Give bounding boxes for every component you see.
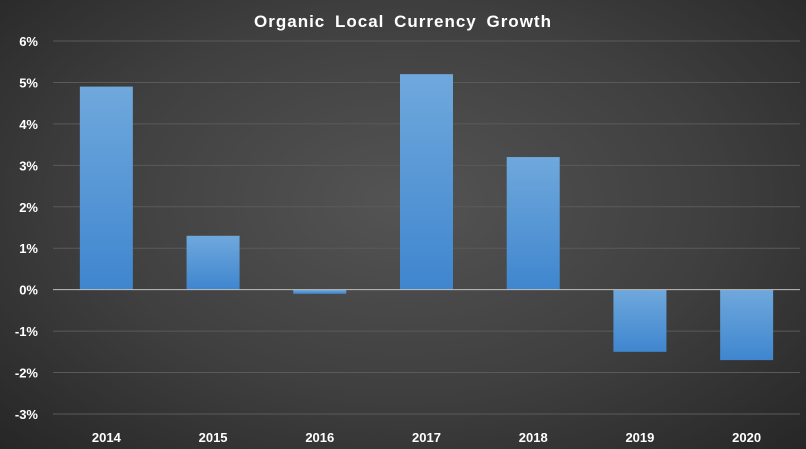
- x-tick-label: 2018: [519, 430, 548, 445]
- y-tick-label: 0%: [19, 283, 38, 298]
- y-tick-label: -3%: [15, 407, 39, 422]
- bars: [79, 74, 774, 361]
- y-tick-label: -2%: [15, 366, 39, 381]
- bar-2020: [720, 289, 774, 361]
- bar-2018: [506, 157, 560, 290]
- y-tick-label: 6%: [19, 34, 38, 49]
- x-axis-ticks: 2014 2015 2016 2017 2018 2019 2020: [92, 430, 761, 445]
- bar-2014: [79, 86, 133, 290]
- x-tick-label: 2014: [92, 430, 122, 445]
- y-tick-label: 5%: [19, 75, 38, 90]
- chart-title: Organic Local Currency Growth: [254, 12, 552, 31]
- x-tick-label: 2017: [412, 430, 441, 445]
- x-tick-label: 2020: [732, 430, 761, 445]
- y-tick-label: 4%: [19, 117, 38, 132]
- x-tick-label: 2019: [625, 430, 654, 445]
- x-tick-label: 2015: [199, 430, 228, 445]
- bar-2016: [293, 289, 347, 294]
- y-axis-ticks: 6% 5% 4% 3% 2% 1% 0% -1% -2% -3%: [15, 34, 39, 422]
- bar-2017: [400, 74, 453, 290]
- y-tick-label: 1%: [19, 241, 38, 256]
- bar-2019: [613, 289, 667, 352]
- y-tick-label: 3%: [19, 158, 38, 173]
- bar-2015: [186, 235, 240, 290]
- y-tick-label: -1%: [15, 324, 39, 339]
- x-tick-label: 2016: [305, 430, 334, 445]
- y-tick-label: 2%: [19, 200, 38, 215]
